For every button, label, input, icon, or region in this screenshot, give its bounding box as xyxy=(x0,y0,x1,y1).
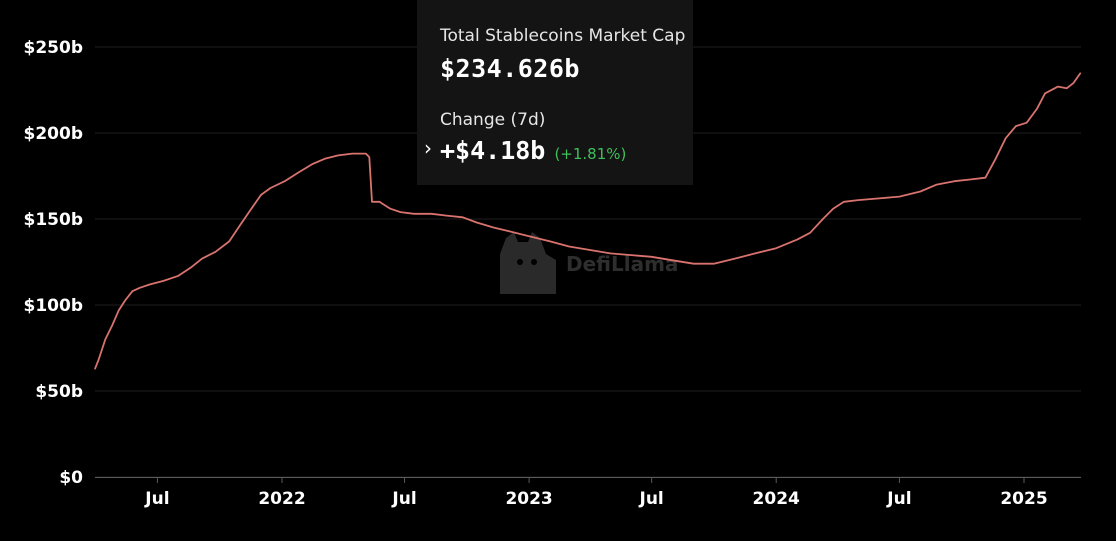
tooltip-panel: Total Stablecoins Market Cap $234.626b C… xyxy=(417,0,693,185)
tooltip-change-percent: (+1.81%) xyxy=(554,145,627,163)
y-tick-label: $250b xyxy=(24,38,83,58)
watermark: DefiLlama xyxy=(500,232,678,294)
x-tick-label: 2023 xyxy=(505,489,552,509)
y-tick-label: $0 xyxy=(59,468,83,488)
y-tick-label: $50b xyxy=(35,382,83,402)
watermark-text: DefiLlama xyxy=(566,252,678,276)
y-tick-label: $100b xyxy=(24,296,83,316)
x-tick-label: Jul xyxy=(886,489,911,509)
y-tick-label: $150b xyxy=(24,210,83,230)
y-tick-label: $200b xyxy=(24,124,83,144)
llama-logo-icon xyxy=(500,232,556,294)
x-tick-label: 2022 xyxy=(258,489,305,509)
x-tick-label: 2024 xyxy=(753,489,800,509)
tooltip-title: Total Stablecoins Market Cap xyxy=(440,26,686,46)
x-tick-label: Jul xyxy=(144,489,169,509)
chevron-right-icon: › xyxy=(424,136,432,160)
tooltip-change-row: +$4.18b (+1.81%) xyxy=(440,136,626,165)
x-tick-label: 2025 xyxy=(1000,489,1047,509)
tooltip-value: $234.626b xyxy=(440,54,580,83)
series-line xyxy=(94,72,1082,370)
axes: $0 $50b $100b $150b $200b $250b Jul 2022 Jul 2023… xyxy=(24,38,1081,509)
x-tick-label: Jul xyxy=(391,489,416,509)
tooltip-change-label: Change (7d) xyxy=(440,110,546,130)
tooltip-change-value: +$4.18b xyxy=(440,136,546,165)
x-tick-label: Jul xyxy=(639,489,664,509)
